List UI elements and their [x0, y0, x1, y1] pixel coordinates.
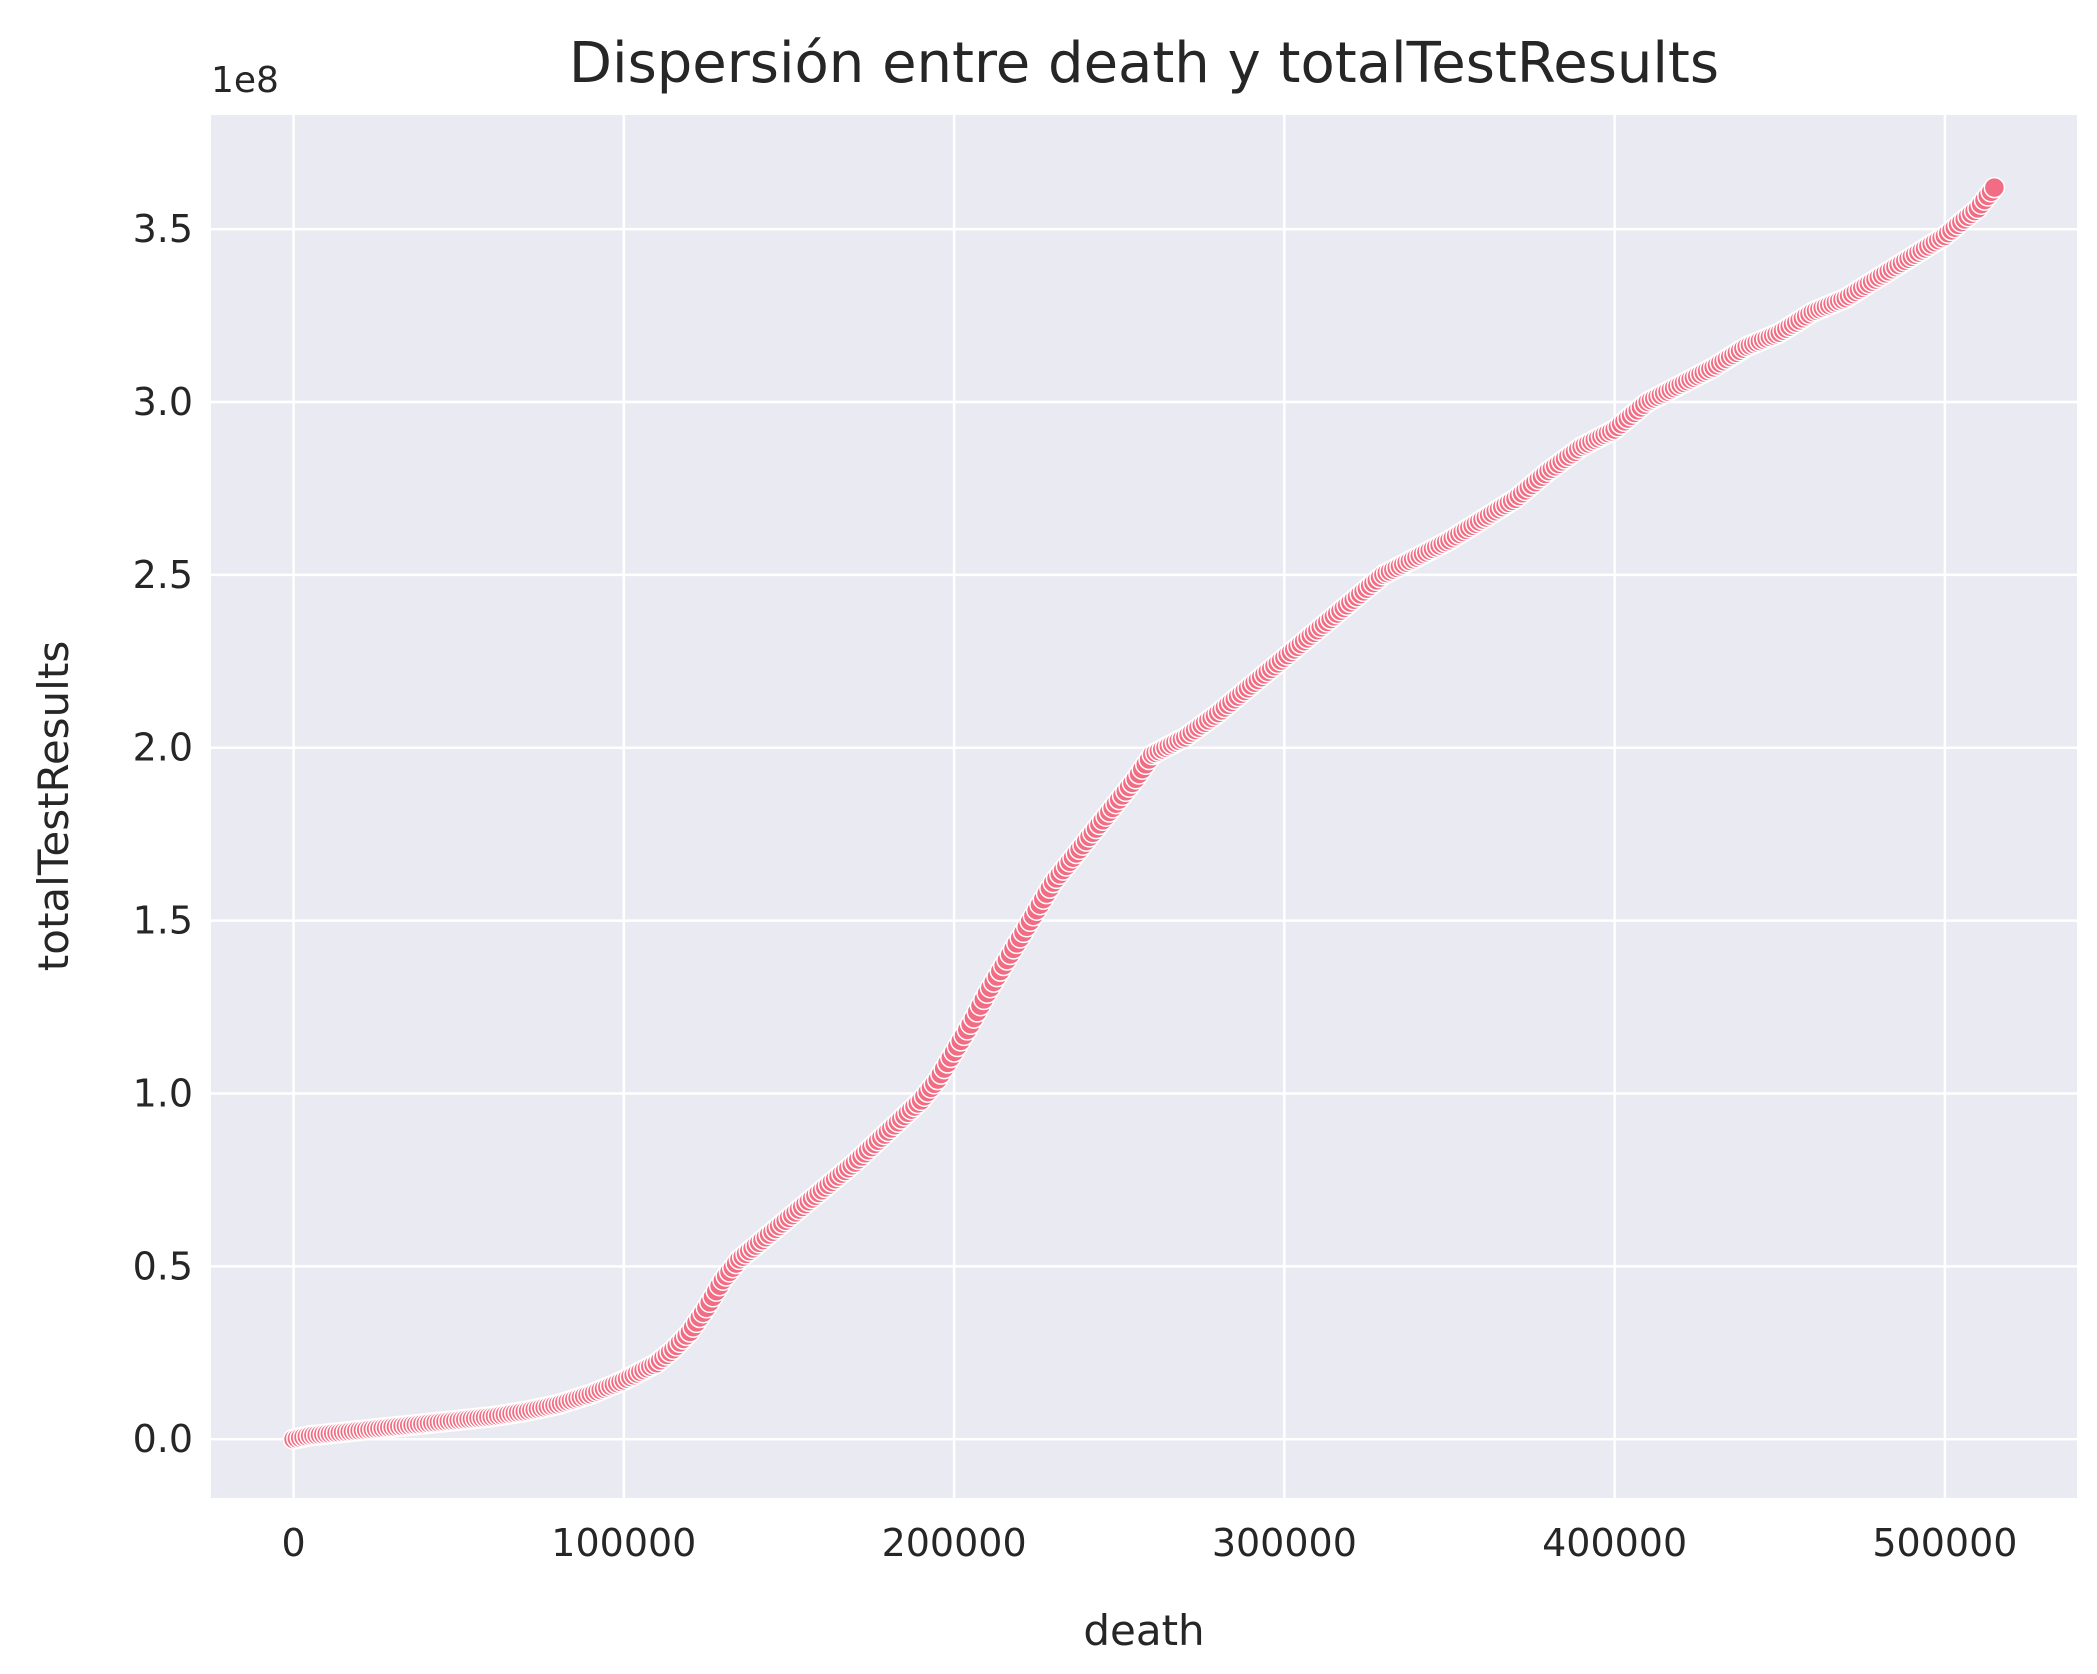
y-tick-label: 0.5 [133, 1244, 193, 1288]
chart-title: Dispersión entre death y totalTestResult… [569, 31, 1719, 96]
y-offset-label: 1e8 [211, 60, 279, 101]
y-tick-label: 1.5 [133, 899, 193, 943]
y-tick-label: 2.0 [133, 726, 193, 770]
y-tick-labels: 0.0 0.5 1.0 1.5 2.0 2.5 3.0 3.5 [133, 207, 193, 1461]
x-tick-label: 100000 [551, 1521, 696, 1565]
y-tick-label: 3.0 [133, 380, 193, 424]
data-point [1983, 176, 2006, 199]
x-tick-labels: 0 100000 200000 300000 400000 500000 [281, 1521, 2017, 1565]
x-tick-label: 400000 [1542, 1521, 1687, 1565]
y-tick-label: 1.0 [133, 1071, 193, 1115]
y-tick-label: 2.5 [133, 553, 193, 597]
x-tick-label: 300000 [1212, 1521, 1357, 1565]
x-tick-label: 0 [281, 1521, 305, 1565]
x-tick-label: 500000 [1872, 1521, 2017, 1565]
y-tick-label: 3.5 [133, 207, 193, 251]
y-gridlines [211, 227, 2077, 1441]
y-axis-label: totalTestResults [29, 641, 78, 971]
y-tick-label: 0.0 [133, 1417, 193, 1461]
data-points [282, 176, 2006, 1450]
x-tick-label: 200000 [882, 1521, 1027, 1565]
x-axis-label: death [1083, 1606, 1204, 1655]
